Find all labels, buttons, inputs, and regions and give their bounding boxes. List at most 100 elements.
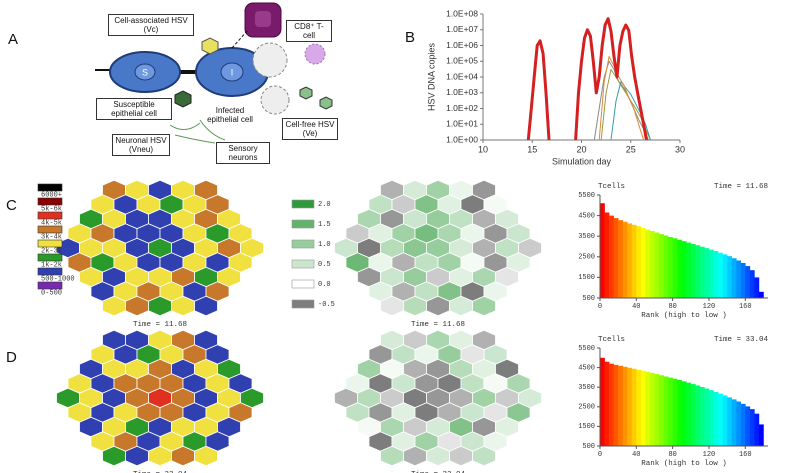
hex-cell xyxy=(472,295,496,317)
bar xyxy=(713,251,719,298)
bar xyxy=(749,270,755,298)
hex-cell xyxy=(194,445,218,467)
bar xyxy=(613,218,619,298)
bar xyxy=(758,424,764,446)
y-tick-label: 1500 xyxy=(578,274,595,282)
bar xyxy=(686,382,692,446)
y-tick-label: 1.0E+07 xyxy=(446,24,478,34)
diagram: S I xyxy=(95,2,333,144)
virion xyxy=(299,86,313,100)
bar xyxy=(618,365,624,446)
bar xyxy=(609,363,614,446)
arrow xyxy=(231,29,249,49)
colorbar-swatch xyxy=(291,259,315,269)
colorbar-swatch xyxy=(291,239,315,249)
x-tick-label: 120 xyxy=(703,303,716,311)
x-tick-label: 80 xyxy=(668,451,676,459)
bar xyxy=(663,376,669,446)
panel-letter: A xyxy=(8,31,18,48)
t-cell xyxy=(304,43,326,65)
bar xyxy=(654,232,660,298)
y-tick-label: 1.0E+01 xyxy=(446,119,478,129)
legend-label: 6000+ xyxy=(41,191,62,199)
legend-swatch xyxy=(37,197,63,206)
bar xyxy=(681,241,687,298)
bar xyxy=(640,370,646,446)
legend-label: 500-1000 xyxy=(41,275,75,283)
map-caption: Time = 33.04 xyxy=(133,471,188,473)
nucleus xyxy=(255,11,271,27)
diagram-label: Cell-free HSV (Ve) xyxy=(282,118,338,140)
chart-title: Tcells xyxy=(598,336,625,344)
nucleus xyxy=(220,62,244,82)
colorbar-label: 1.0 xyxy=(318,241,331,249)
x-tick-label: 80 xyxy=(668,303,676,311)
bar xyxy=(699,246,705,298)
bar xyxy=(754,413,760,446)
colorbar-swatch xyxy=(291,199,315,209)
chart-title: Tcells xyxy=(598,183,625,191)
bar xyxy=(659,375,664,446)
bar xyxy=(695,385,701,446)
bar xyxy=(686,242,692,298)
bar xyxy=(659,234,664,298)
legend-label: 0-500 xyxy=(41,289,62,297)
x-tick-label: 40 xyxy=(632,451,640,459)
y-tick-label: 2500 xyxy=(578,254,595,262)
y-tick-label: 500 xyxy=(582,443,595,451)
diagram-label: Infected epithelial cell xyxy=(207,106,253,124)
y-tick-label: 1.0E+03 xyxy=(446,87,478,97)
bar xyxy=(631,224,637,298)
bar xyxy=(690,384,696,446)
neuron xyxy=(169,119,226,144)
bar xyxy=(708,390,714,446)
bar xyxy=(668,237,673,298)
x-axis-label: Rank (high to low ) xyxy=(641,460,727,468)
y-tick-label: 4500 xyxy=(578,212,595,220)
bar xyxy=(613,364,619,446)
bar xyxy=(640,227,646,298)
x-tick-label: 40 xyxy=(632,303,640,311)
bar xyxy=(668,377,673,446)
bar xyxy=(654,374,660,446)
bar xyxy=(718,393,723,446)
legend-swatch xyxy=(37,239,63,248)
bar xyxy=(609,215,614,298)
y-tick-label: 1.0E+02 xyxy=(446,103,478,113)
bar xyxy=(604,212,610,298)
bar xyxy=(699,387,705,446)
legend-swatch xyxy=(37,183,63,192)
x-tick-label: 0 xyxy=(598,451,602,459)
colorbar-label: -0.5 xyxy=(318,301,335,309)
diagram-label: Cell-associated HSV (Vc) xyxy=(108,14,194,36)
bar xyxy=(695,245,701,298)
diagram-label: Susceptible epithelial cell xyxy=(96,98,172,120)
bar xyxy=(727,256,732,298)
legend-label: 5k-6k xyxy=(41,205,62,213)
bar xyxy=(758,291,764,298)
bar xyxy=(727,397,732,446)
annotation: Time = 33.04 xyxy=(714,336,769,344)
dead-cell xyxy=(252,42,288,78)
bar xyxy=(690,244,696,298)
y-tick-label: 1500 xyxy=(578,423,595,431)
bar xyxy=(622,221,628,298)
y-tick-label: 500 xyxy=(582,295,595,303)
y-tick-label: 2500 xyxy=(578,404,595,412)
legend-swatch xyxy=(37,267,63,276)
bar xyxy=(740,262,746,298)
legend-swatch xyxy=(37,225,63,234)
bar xyxy=(713,391,719,446)
legend-label: 1k-2k xyxy=(41,261,62,269)
bar xyxy=(722,254,728,298)
panel-letter: B xyxy=(405,29,415,46)
y-tick-label: 1.0E+08 xyxy=(446,8,478,18)
diagram-label: Sensory neurons xyxy=(216,142,270,164)
x-tick-label: 160 xyxy=(739,451,752,459)
bar xyxy=(649,231,655,298)
bar xyxy=(645,371,651,446)
bar xyxy=(704,248,710,298)
bar xyxy=(631,368,637,446)
map-caption: Time = 33.04 xyxy=(411,471,466,473)
